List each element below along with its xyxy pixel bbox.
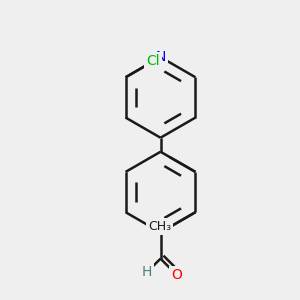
Text: O: O: [171, 268, 182, 282]
Text: H: H: [142, 265, 152, 279]
Text: N: N: [155, 50, 166, 64]
Text: Cl: Cl: [146, 55, 160, 68]
Text: CH₃: CH₃: [148, 220, 171, 233]
